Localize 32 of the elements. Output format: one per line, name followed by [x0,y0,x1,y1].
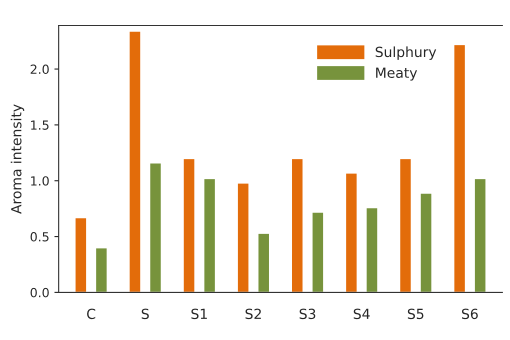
x-tick-label: S1 [191,308,207,320]
x-tick-label: S5 [408,308,424,320]
bar [344,172,358,292]
x-tick-label: S4 [354,308,370,320]
y-tick-label: 0.5 [30,232,49,242]
y-tick-label: 1.0 [31,176,49,186]
y-axis-title: Aroma intensity [10,104,24,214]
bar [290,158,304,292]
y-tick-label: 0.0 [30,288,49,298]
bar [452,44,466,292]
y-tick-label: 1.5 [31,120,49,130]
bar [311,211,324,292]
bar [94,247,108,292]
x-tick-label: S2 [246,308,261,320]
bar [365,206,379,292]
bar [398,158,412,292]
bar [182,158,196,292]
x-tick-label: S3 [300,308,316,320]
bar [474,178,487,292]
x-tick-label: S [142,308,149,320]
legend-label: Sulphury [376,46,436,60]
bar [202,178,216,292]
x-tick-label: C [87,308,96,320]
bar [148,162,162,292]
legend-label: Meaty [376,68,418,81]
y-tick-label: 2.0 [30,64,49,74]
bar [257,232,270,292]
bar [419,192,433,292]
bar [128,30,142,292]
x-tick-label: S6 [462,308,478,320]
bar [74,216,88,292]
bar [236,182,250,292]
